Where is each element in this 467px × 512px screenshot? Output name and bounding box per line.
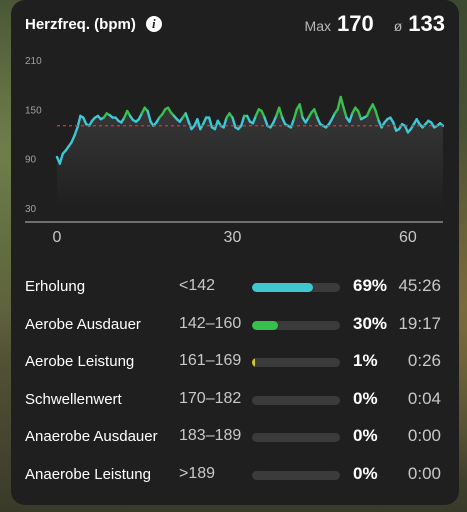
heart-rate-line-segment (339, 95, 345, 109)
zone-percent: 69% (353, 276, 388, 295)
zone-progress-bar (252, 395, 340, 405)
zone-percent: 30% (353, 313, 388, 333)
heart-rate-line-segment (207, 116, 214, 129)
heart-rate-chart: 210 150 90 30 0 30 60 (25, 56, 445, 246)
heart-rate-line-segment (184, 112, 190, 123)
heart-rate-line-segment (374, 109, 380, 123)
heart-rate-line-segment (313, 108, 319, 119)
zone-name: Anaerobe Ausdauer (25, 428, 158, 445)
zone-name: Anaerobe Leistung (25, 465, 151, 483)
zone-percent: 0% (353, 388, 378, 408)
zone-row: Aerobe Leistung 161–169 1% 0:26 (11, 341, 459, 379)
heart-rate-line-segment (260, 109, 266, 119)
zone-list: Erholung <142 69% 45:26 Aerobe Ausdauer 142–1… (11, 266, 459, 491)
zone-progress-bar (252, 470, 340, 480)
zone-duration: 0:00 (407, 426, 441, 445)
zone-progress-fill (252, 358, 255, 367)
heart-rate-line-segment (222, 116, 228, 129)
heart-rate-line-segment (278, 106, 284, 119)
zone-percent: 0% (353, 426, 378, 445)
max-label: Max (304, 18, 331, 34)
avg-value: 133 (408, 11, 445, 36)
heart-rate-line-segment (357, 109, 363, 121)
heart-rate-line-segment (73, 126, 79, 137)
heart-rate-line-segment (239, 114, 246, 128)
zone-row: Anaerobe Leistung >189 0% 0:00 (11, 454, 459, 492)
chart-area-fill (57, 97, 443, 208)
zone-progress-fill (252, 283, 313, 292)
zone-range: >189 (179, 464, 216, 482)
zone-progress-bar (252, 283, 340, 292)
card-title: Herzfreq. (bpm) (25, 15, 136, 33)
info-icon[interactable]: i (145, 16, 162, 32)
x-tick-label: 30 (224, 229, 242, 246)
zone-duration: 19:17 (398, 313, 441, 333)
zone-range: 170–182 (179, 389, 242, 407)
zone-progress-bar (252, 433, 340, 442)
zone-duration: 0:04 (407, 388, 441, 408)
heart-rate-line-segment (251, 114, 258, 125)
zone-row: Aerobe Ausdauer 142–160 30% 19:17 (11, 304, 459, 342)
max-value: 170 (337, 11, 374, 36)
heart-rate-card: Herzfreq. (bpm) i Max 170 ø 133 210 150 90… (11, 0, 459, 505)
heart-rate-line-segment (298, 103, 304, 119)
zone-name: Aerobe Leistung (25, 353, 135, 370)
zone-name: Aerobe Ausdauer (25, 315, 141, 333)
y-tick-label: 210 (25, 56, 42, 67)
y-tick-label: 90 (25, 155, 37, 166)
zone-percent: 1% (353, 351, 378, 370)
avg-label: ø (393, 18, 403, 34)
zone-range: <142 (179, 277, 216, 294)
heart-rate-line-segment (348, 112, 354, 123)
card-header: Herzfreq. (bpm) i Max 170 ø 133 (25, 10, 445, 38)
summary-stats: Max 170 ø 133 (305, 11, 445, 37)
heart-rate-line-segment (272, 114, 278, 124)
zone-percent: 0% (353, 463, 378, 483)
y-tick-label: 150 (25, 105, 42, 116)
zone-progress-bar (252, 320, 340, 330)
heart-rate-line-segment (58, 152, 64, 165)
zone-range: 161–169 (179, 352, 242, 369)
zone-duration: 45:26 (398, 276, 441, 295)
heart-rate-line-segment (70, 134, 76, 144)
heart-rate-line-segment (196, 117, 202, 131)
heart-rate-line-segment (231, 116, 237, 129)
x-tick-label: 0 (53, 229, 62, 246)
zone-name: Erholung (25, 278, 86, 295)
heart-rate-line-segment (292, 108, 298, 121)
zone-duration: 0:00 (407, 463, 441, 483)
heart-rate-line-segment (371, 103, 377, 113)
zone-row: Anaerobe Ausdauer 183–189 0% 0:00 (11, 416, 459, 454)
zone-duration: 0:26 (407, 351, 441, 370)
heart-rate-line-segment (146, 109, 152, 123)
zone-row: Schwellenwert 170–182 0% 0:04 (11, 379, 459, 417)
zone-name: Schwellenwert (25, 390, 122, 408)
heart-rate-line-segment (392, 121, 398, 132)
heart-rate-line-segment (342, 106, 348, 119)
zone-progress-fill (252, 320, 279, 330)
zone-range: 142–160 (179, 314, 242, 332)
heart-rate-line-segment (254, 108, 261, 118)
heart-rate-line-segment (365, 108, 372, 118)
x-tick-label: 60 (399, 229, 417, 246)
zone-range: 183–189 (179, 427, 242, 444)
y-tick-label: 30 (25, 204, 37, 215)
heart-rate-line-segment (263, 116, 269, 128)
zone-progress-bar (252, 358, 340, 367)
zone-row: Erholung <142 69% 45:26 (11, 266, 459, 304)
